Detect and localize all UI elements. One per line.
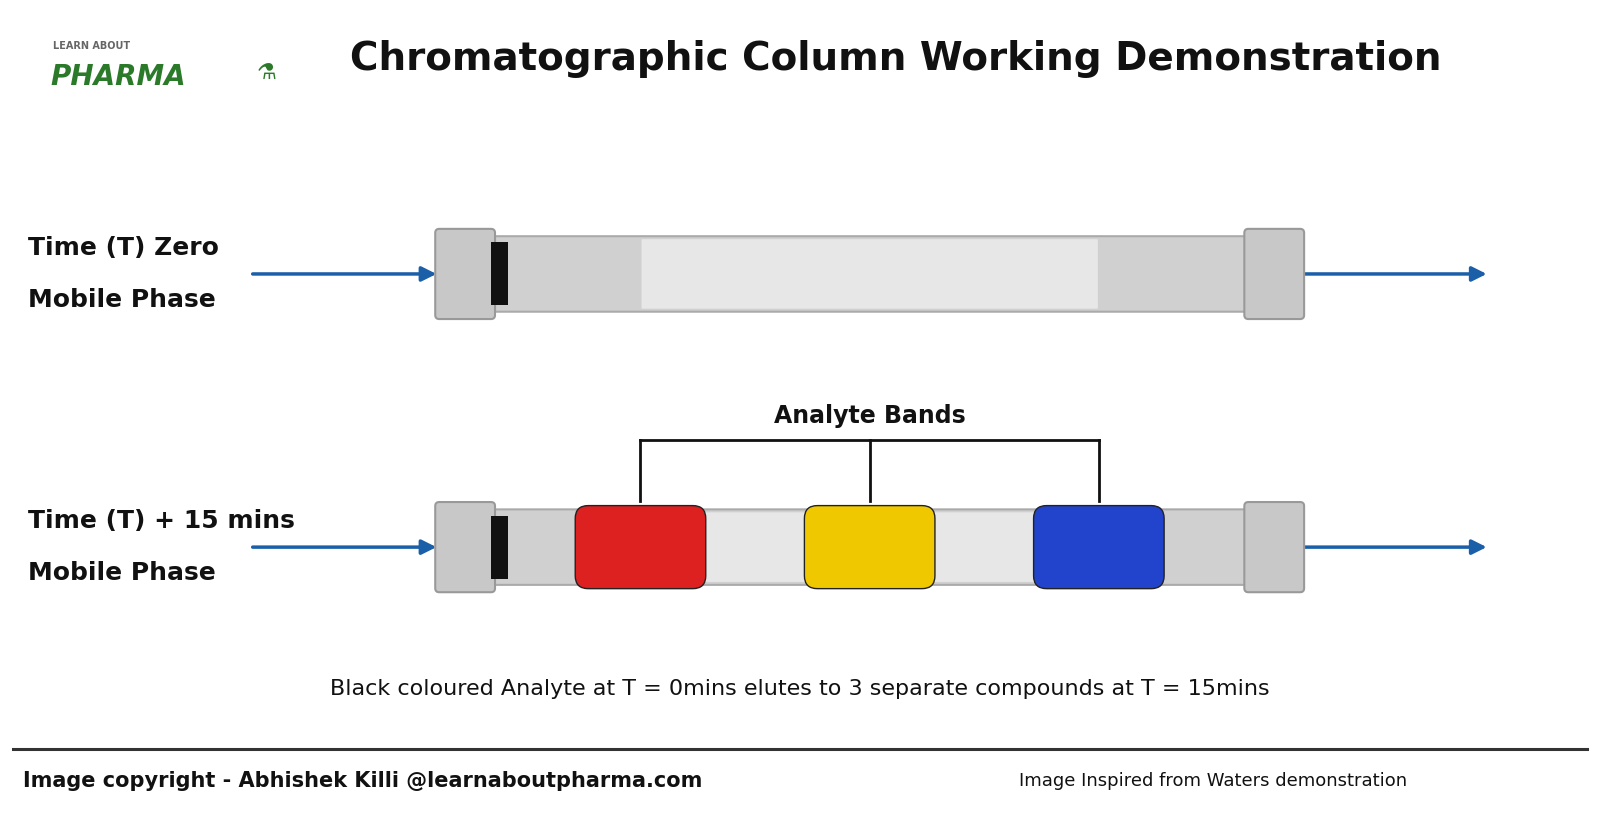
FancyBboxPatch shape xyxy=(490,509,1250,585)
Text: Mobile Phase: Mobile Phase xyxy=(27,287,216,312)
FancyBboxPatch shape xyxy=(435,502,494,592)
Text: Image copyright - Abhishek Killi @learnaboutpharma.com: Image copyright - Abhishek Killi @learna… xyxy=(22,771,702,791)
Text: ⚗: ⚗ xyxy=(258,63,277,83)
Bar xyxy=(491,516,507,579)
FancyBboxPatch shape xyxy=(642,512,1098,582)
Text: Analyte Bands: Analyte Bands xyxy=(774,404,965,428)
FancyBboxPatch shape xyxy=(576,506,706,589)
Text: Chromatographic Column Working Demonstration: Chromatographic Column Working Demonstra… xyxy=(350,40,1442,78)
FancyBboxPatch shape xyxy=(1245,502,1304,592)
FancyBboxPatch shape xyxy=(642,239,1098,309)
Text: Time (T) Zero: Time (T) Zero xyxy=(27,236,219,260)
Text: Image Inspired from Waters demonstration: Image Inspired from Waters demonstration xyxy=(1019,771,1408,790)
FancyBboxPatch shape xyxy=(805,506,934,589)
Text: Black coloured Analyte at T = 0mins elutes to 3 separate compounds at T = 15mins: Black coloured Analyte at T = 0mins elut… xyxy=(330,679,1270,699)
FancyBboxPatch shape xyxy=(435,229,494,319)
Text: PHARMA: PHARMA xyxy=(51,63,186,92)
Text: LEARN ABOUT: LEARN ABOUT xyxy=(53,41,130,51)
Text: Mobile Phase: Mobile Phase xyxy=(27,561,216,585)
FancyBboxPatch shape xyxy=(1245,229,1304,319)
FancyBboxPatch shape xyxy=(1034,506,1165,589)
Text: Time (T) + 15 mins: Time (T) + 15 mins xyxy=(27,509,294,533)
Bar xyxy=(491,242,507,306)
FancyBboxPatch shape xyxy=(490,237,1250,312)
